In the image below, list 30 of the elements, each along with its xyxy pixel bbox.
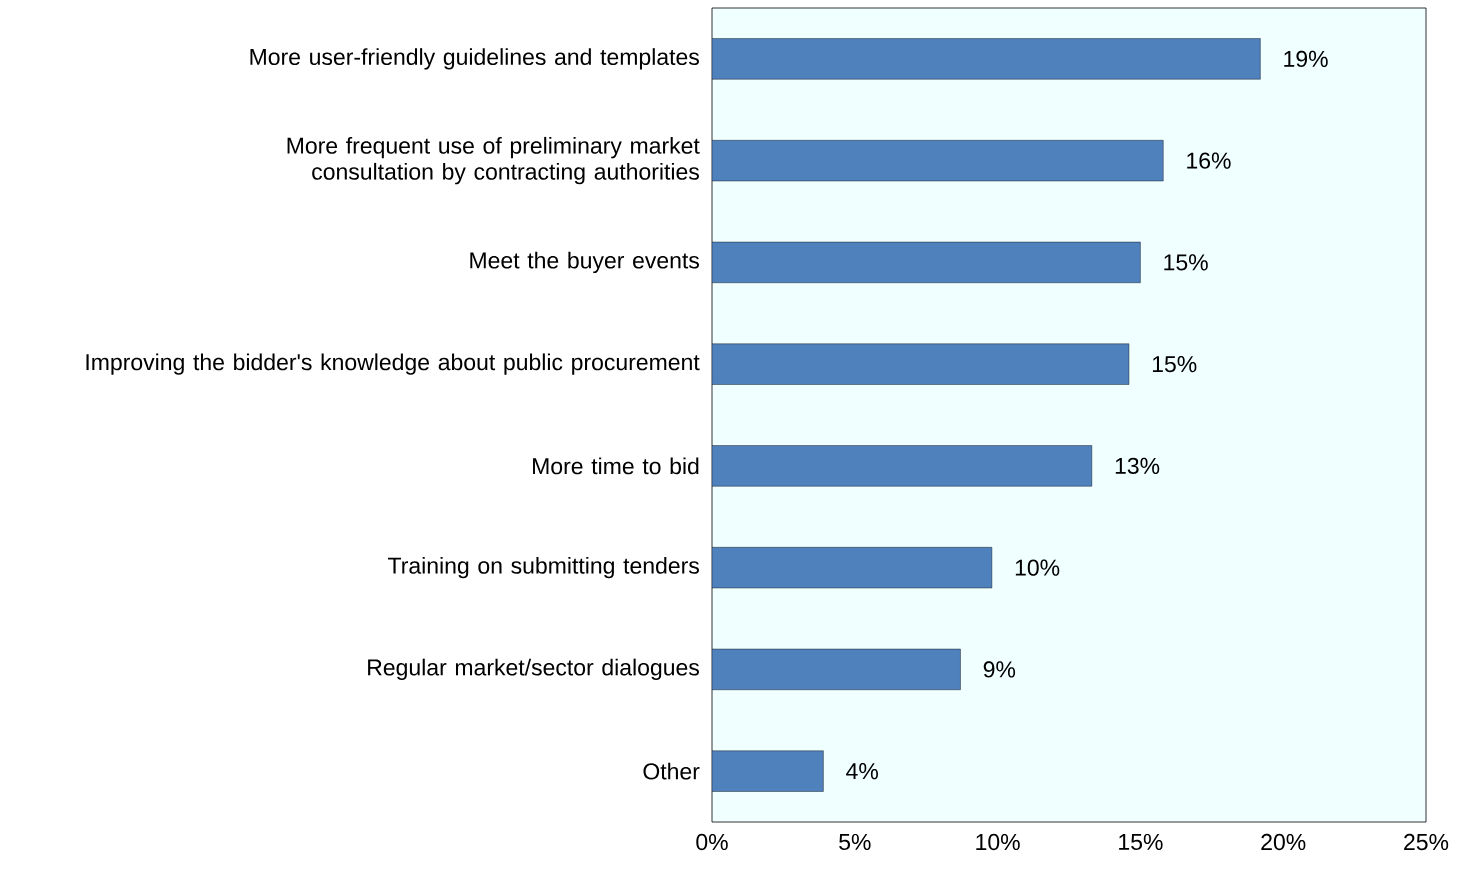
y-tick-label: More time to bid [533, 457, 699, 475]
y-tick-label: More frequent use of preliminary market consultation by contracting authorities [287, 136, 700, 185]
bar [712, 140, 1164, 182]
x-tick-label: 15% [1119, 833, 1163, 851]
data-label: 13% [1115, 457, 1160, 475]
bar [712, 547, 993, 589]
bar [712, 343, 1130, 385]
x-tick-label: 5% [839, 833, 871, 851]
data-label: 4% [846, 763, 878, 780]
y-tick-label: More user-friendly guidelines and templates [250, 48, 699, 70]
data-label: 9% [983, 661, 1016, 678]
y-tick-label: Improving the bidder's knowledge about public procurement [86, 353, 700, 375]
bar [712, 750, 824, 792]
x-tick-label: 20% [1261, 833, 1306, 851]
y-tick-label: Meet the buyer events [470, 251, 699, 274]
y-tick-label: Other [643, 762, 700, 780]
data-label: 10% [1015, 559, 1060, 576]
data-label: 19% [1284, 50, 1328, 68]
bar [712, 445, 1093, 487]
bar [712, 648, 961, 690]
x-tick-label: 25% [1404, 833, 1449, 851]
x-tick-label: 10% [976, 833, 1020, 851]
y-tick-label: Training on submitting tenders [388, 556, 699, 579]
bar [712, 241, 1141, 283]
data-label: 16% [1187, 152, 1231, 169]
y-tick-label: Regular market/sector dialogues [368, 658, 699, 681]
bar [712, 38, 1261, 80]
data-label: 15% [1164, 254, 1208, 271]
x-tick-label: 0% [696, 833, 728, 851]
data-label: 15% [1152, 356, 1197, 373]
